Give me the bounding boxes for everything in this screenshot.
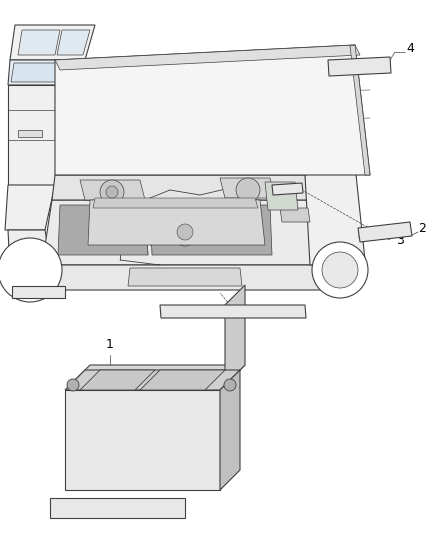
Polygon shape	[18, 130, 42, 137]
Polygon shape	[8, 230, 52, 270]
Circle shape	[171, 218, 199, 246]
Polygon shape	[70, 365, 245, 385]
Polygon shape	[52, 175, 310, 200]
Polygon shape	[5, 185, 55, 230]
Text: 4: 4	[406, 42, 414, 54]
Polygon shape	[280, 208, 310, 222]
Polygon shape	[42, 200, 320, 265]
Polygon shape	[265, 182, 298, 210]
Polygon shape	[80, 370, 155, 390]
Polygon shape	[57, 30, 90, 55]
Polygon shape	[70, 385, 225, 480]
Polygon shape	[11, 63, 86, 82]
Polygon shape	[12, 286, 65, 298]
Polygon shape	[35, 265, 330, 290]
Polygon shape	[65, 390, 220, 490]
Polygon shape	[55, 45, 360, 70]
Circle shape	[177, 224, 193, 240]
Circle shape	[312, 242, 368, 298]
Circle shape	[322, 252, 358, 288]
Polygon shape	[8, 60, 90, 85]
Circle shape	[0, 238, 62, 302]
Polygon shape	[8, 85, 55, 185]
Polygon shape	[18, 30, 60, 55]
Polygon shape	[160, 305, 306, 318]
Text: 2: 2	[418, 222, 426, 235]
Circle shape	[100, 180, 124, 204]
Polygon shape	[55, 45, 370, 175]
Circle shape	[224, 379, 236, 391]
Polygon shape	[220, 370, 240, 490]
Polygon shape	[305, 165, 365, 265]
Polygon shape	[10, 25, 95, 60]
Circle shape	[106, 186, 118, 198]
Polygon shape	[328, 57, 391, 76]
Circle shape	[67, 379, 79, 391]
Polygon shape	[80, 180, 145, 200]
Polygon shape	[350, 45, 370, 175]
Polygon shape	[358, 222, 412, 242]
Polygon shape	[150, 205, 272, 255]
Polygon shape	[65, 370, 240, 390]
Polygon shape	[272, 183, 303, 195]
Polygon shape	[93, 198, 258, 208]
Polygon shape	[50, 498, 185, 518]
Polygon shape	[225, 285, 245, 385]
Polygon shape	[88, 200, 265, 245]
Text: 1: 1	[106, 338, 114, 351]
Polygon shape	[140, 370, 225, 390]
Polygon shape	[128, 268, 242, 286]
Polygon shape	[58, 205, 148, 255]
Circle shape	[236, 178, 260, 202]
Polygon shape	[220, 178, 275, 198]
Text: 3: 3	[396, 233, 404, 246]
